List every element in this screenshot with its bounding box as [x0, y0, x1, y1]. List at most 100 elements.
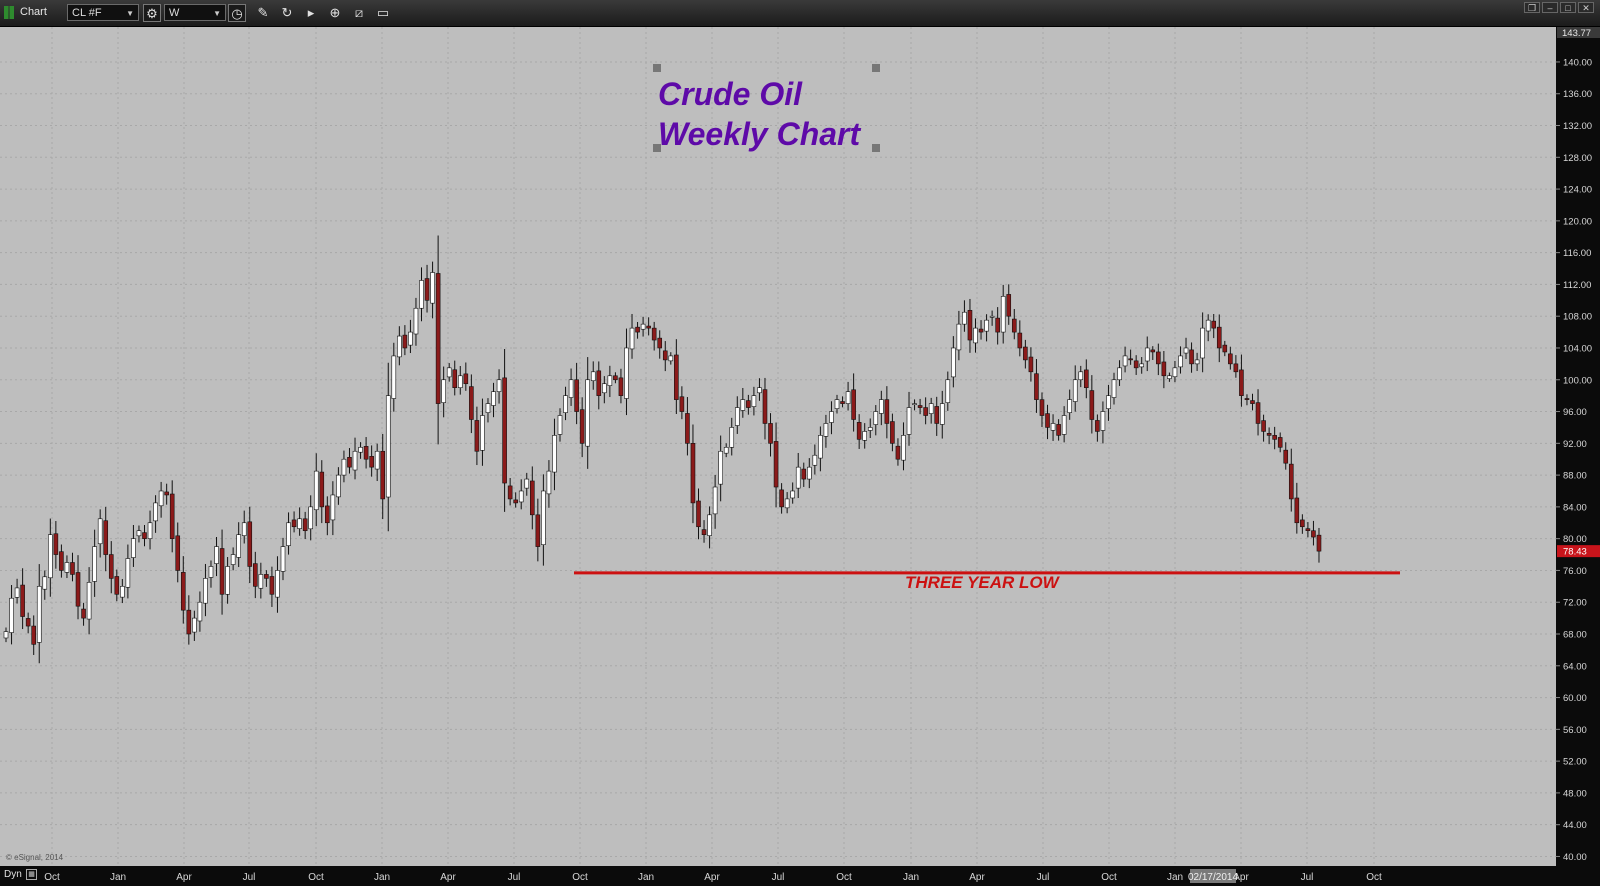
minimize-icon[interactable]: – — [1542, 2, 1558, 13]
x-tick-label: Jul — [772, 872, 785, 883]
candle-down — [164, 491, 169, 496]
candle-up — [901, 435, 906, 461]
candle-down — [651, 327, 657, 341]
candle-down — [469, 386, 474, 420]
selection-handle[interactable] — [872, 64, 880, 72]
candle-up — [485, 403, 491, 413]
pencil-icon[interactable]: ✎ — [257, 5, 269, 20]
candle-up — [1117, 367, 1122, 381]
chart-svg[interactable]: 40.00 44.00 48.00 52.00 56.00 60.00 64.00 68.00… — [0, 27, 1600, 866]
selection-handle[interactable] — [872, 144, 880, 152]
candle-down — [1028, 356, 1034, 373]
comment-icon[interactable]: ▭ — [376, 5, 390, 20]
candle-up — [829, 411, 834, 423]
y-tick-label: 112.00 — [1563, 280, 1591, 291]
window-title: Chart — [20, 6, 47, 18]
refresh-icon[interactable]: ↻ — [281, 5, 293, 20]
candle-up — [1167, 375, 1172, 379]
candle-down — [31, 625, 37, 645]
selection-handle[interactable] — [653, 64, 661, 72]
candle-up — [939, 403, 945, 425]
history-icon[interactable]: ◷ — [228, 4, 246, 22]
dyn-label[interactable]: Dyn — [4, 869, 22, 880]
candle-down — [1222, 344, 1228, 353]
play-icon[interactable]: ▸ — [307, 5, 315, 20]
candle-down — [103, 520, 109, 555]
y-tick-label: 132.00 — [1563, 121, 1592, 132]
candle-up — [1183, 347, 1189, 354]
y-tick-label: 72.00 — [1563, 598, 1587, 609]
price-axis[interactable] — [1556, 27, 1600, 866]
ruler-icon[interactable]: ⧄ — [354, 5, 364, 20]
candle-down — [108, 554, 114, 579]
candle-up — [1205, 319, 1211, 332]
candle-up — [241, 522, 247, 536]
candle-down — [53, 533, 59, 555]
candle-up — [812, 454, 818, 466]
chart-area[interactable]: 40.00 44.00 48.00 52.00 56.00 60.00 64.00 68.00… — [0, 27, 1600, 871]
calendar-icon[interactable]: ▦ — [26, 869, 37, 880]
candle-up — [912, 403, 917, 406]
y-tick-label: 92.00 — [1563, 439, 1587, 450]
candle-down — [75, 572, 81, 607]
close-icon[interactable]: ✕ — [1578, 2, 1594, 13]
y-tick-label: 76.00 — [1563, 566, 1587, 577]
candle-up — [86, 582, 92, 620]
candle-down — [1305, 528, 1311, 532]
candle-down — [302, 518, 308, 532]
selection-handle[interactable] — [653, 144, 661, 152]
maximize-icon[interactable]: □ — [1560, 2, 1576, 13]
y-tick-label: 136.00 — [1563, 89, 1592, 100]
candle-up — [441, 379, 446, 403]
candle-down — [662, 350, 668, 361]
copyright-text: © eSignal, 2014 — [6, 853, 64, 862]
candle-down — [1084, 369, 1089, 389]
chevron-down-icon[interactable]: ▼ — [213, 9, 221, 18]
y-tick-label: 60.00 — [1563, 693, 1587, 704]
three-year-low-label[interactable]: THREE YEAR LOW — [905, 573, 1061, 592]
last-price-label: 78.43 — [1563, 547, 1587, 558]
candle-down — [884, 399, 890, 424]
candle-up — [873, 411, 879, 425]
candle-up — [413, 307, 419, 335]
candle-down — [635, 326, 640, 333]
cursor-date-label: 02/17/2014 — [1188, 872, 1238, 883]
candle-down — [690, 443, 696, 504]
x-axis-labels: Oct Jan Apr Jul Oct Jan Apr Jul Oct Jan Apr Jul Oct J… — [44, 869, 1382, 883]
candle-down — [1023, 346, 1028, 361]
restore-icon[interactable]: ❐ — [1524, 2, 1540, 13]
interval-select[interactable]: W ▼ — [164, 4, 226, 21]
symbol-input[interactable]: CL #F ▼ — [67, 4, 139, 21]
chart-title-line2[interactable]: Weekly Chart — [658, 116, 862, 152]
zoom-icon[interactable]: ⊕ — [329, 5, 341, 20]
candle-up — [1194, 359, 1200, 365]
gear-icon[interactable]: ⚙ — [143, 4, 161, 22]
cursor-date-box — [1190, 869, 1236, 883]
candle-up — [723, 446, 729, 454]
candle-up — [9, 597, 14, 633]
candle-up — [225, 566, 230, 595]
candle-up — [336, 474, 341, 498]
x-tick-label: Oct — [836, 872, 852, 883]
candle-up — [867, 427, 873, 431]
x-tick-label: Jan — [903, 872, 919, 883]
candle-down — [1277, 437, 1283, 448]
time-axis[interactable]: Dyn ▦ Oct Jan Apr Jul Oct Jan Apr Jul Oct Jan Apr J… — [0, 866, 1600, 886]
candle-up — [125, 558, 131, 588]
candle-down — [1034, 373, 1039, 400]
candle-down — [1239, 369, 1244, 396]
candle-down — [369, 456, 374, 468]
chevron-down-icon[interactable]: ▼ — [126, 9, 134, 18]
candle-up — [1144, 347, 1150, 362]
y-axis: 40.00 44.00 48.00 52.00 56.00 60.00 64.00 68.00… — [1556, 27, 1600, 863]
candle-down — [219, 548, 225, 595]
candle-down — [20, 584, 25, 617]
candle-up — [230, 554, 236, 565]
chart-title-line1[interactable]: Crude Oil — [658, 76, 803, 112]
candle-down — [801, 468, 807, 480]
candle-down — [1250, 400, 1255, 404]
candle-up — [1078, 371, 1084, 381]
candle-up — [624, 347, 629, 399]
candle-up — [879, 399, 884, 414]
candle-down — [1244, 398, 1250, 400]
